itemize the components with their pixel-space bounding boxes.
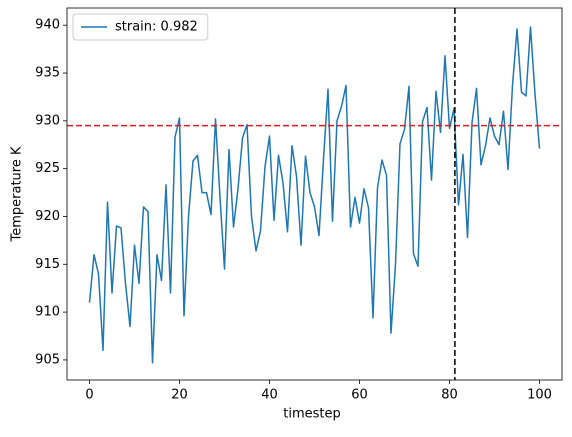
x-axis-label: timestep: [283, 407, 341, 422]
legend-label: strain: 0.982: [115, 20, 198, 35]
y-tick-label: 935: [35, 66, 60, 81]
y-tick-label: 915: [35, 257, 60, 272]
x-tick-label: 40: [261, 388, 278, 403]
y-tick-label: 930: [35, 113, 60, 128]
y-tick-label: 910: [35, 305, 60, 320]
y-tick-label: 905: [35, 352, 60, 367]
x-tick-label: 80: [441, 388, 458, 403]
x-tick-label: 60: [351, 388, 368, 403]
y-tick-label: 925: [35, 161, 60, 176]
plot-frame: [66, 7, 563, 381]
y-tick-label: 940: [35, 18, 60, 33]
legend-box: [72, 13, 209, 41]
y-axis-label: Temperature K: [10, 146, 25, 242]
x-tick-label: 20: [171, 388, 188, 403]
x-tick-label: 0: [85, 388, 93, 403]
y-tick-label: 920: [35, 209, 60, 224]
x-tick-label: 100: [527, 388, 552, 403]
data-line: [88, 26, 541, 364]
